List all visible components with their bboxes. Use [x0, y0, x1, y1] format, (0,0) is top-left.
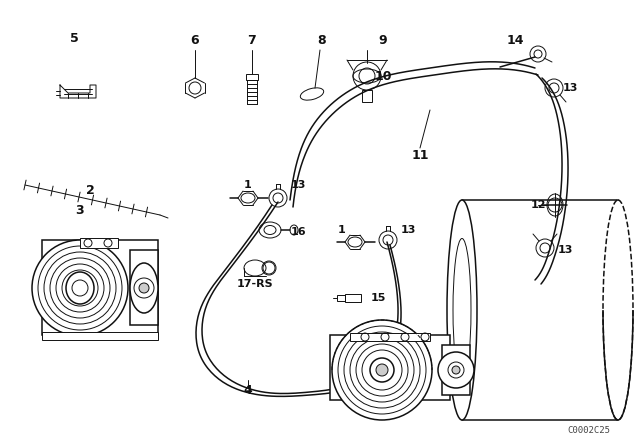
Text: 4: 4: [244, 383, 252, 396]
Text: 10: 10: [374, 69, 392, 82]
Circle shape: [438, 352, 474, 388]
Bar: [442, 345, 470, 395]
Bar: [246, 74, 258, 80]
Bar: [330, 335, 450, 400]
Circle shape: [452, 366, 460, 374]
Text: 11: 11: [412, 148, 429, 161]
Ellipse shape: [447, 200, 477, 420]
Text: 13: 13: [563, 83, 578, 93]
Circle shape: [139, 283, 149, 293]
Text: 3: 3: [76, 203, 84, 216]
Bar: [80, 238, 118, 248]
Text: 14: 14: [506, 34, 524, 47]
Text: 7: 7: [248, 34, 257, 47]
Text: 13: 13: [557, 245, 573, 255]
Text: 6: 6: [191, 34, 199, 47]
Bar: [345, 294, 361, 302]
Bar: [42, 332, 158, 340]
Bar: [130, 250, 158, 325]
Text: 1: 1: [338, 225, 346, 235]
Text: 13: 13: [400, 225, 416, 235]
Text: 15: 15: [371, 293, 386, 303]
Text: 8: 8: [317, 34, 326, 47]
Ellipse shape: [130, 263, 158, 313]
Bar: [350, 333, 430, 341]
Circle shape: [332, 320, 432, 420]
Text: 2: 2: [86, 184, 94, 197]
Text: 9: 9: [379, 34, 387, 47]
Circle shape: [32, 240, 128, 336]
Bar: [362, 90, 372, 102]
Bar: [337, 295, 345, 301]
Bar: [42, 240, 158, 335]
Text: 16: 16: [290, 227, 306, 237]
Text: 13: 13: [291, 180, 306, 190]
Circle shape: [376, 364, 388, 376]
Text: 5: 5: [70, 31, 78, 44]
Text: 1: 1: [244, 180, 252, 190]
Text: C0002C25: C0002C25: [567, 426, 610, 435]
Text: 12: 12: [531, 200, 546, 210]
Text: 17-RS: 17-RS: [237, 279, 273, 289]
